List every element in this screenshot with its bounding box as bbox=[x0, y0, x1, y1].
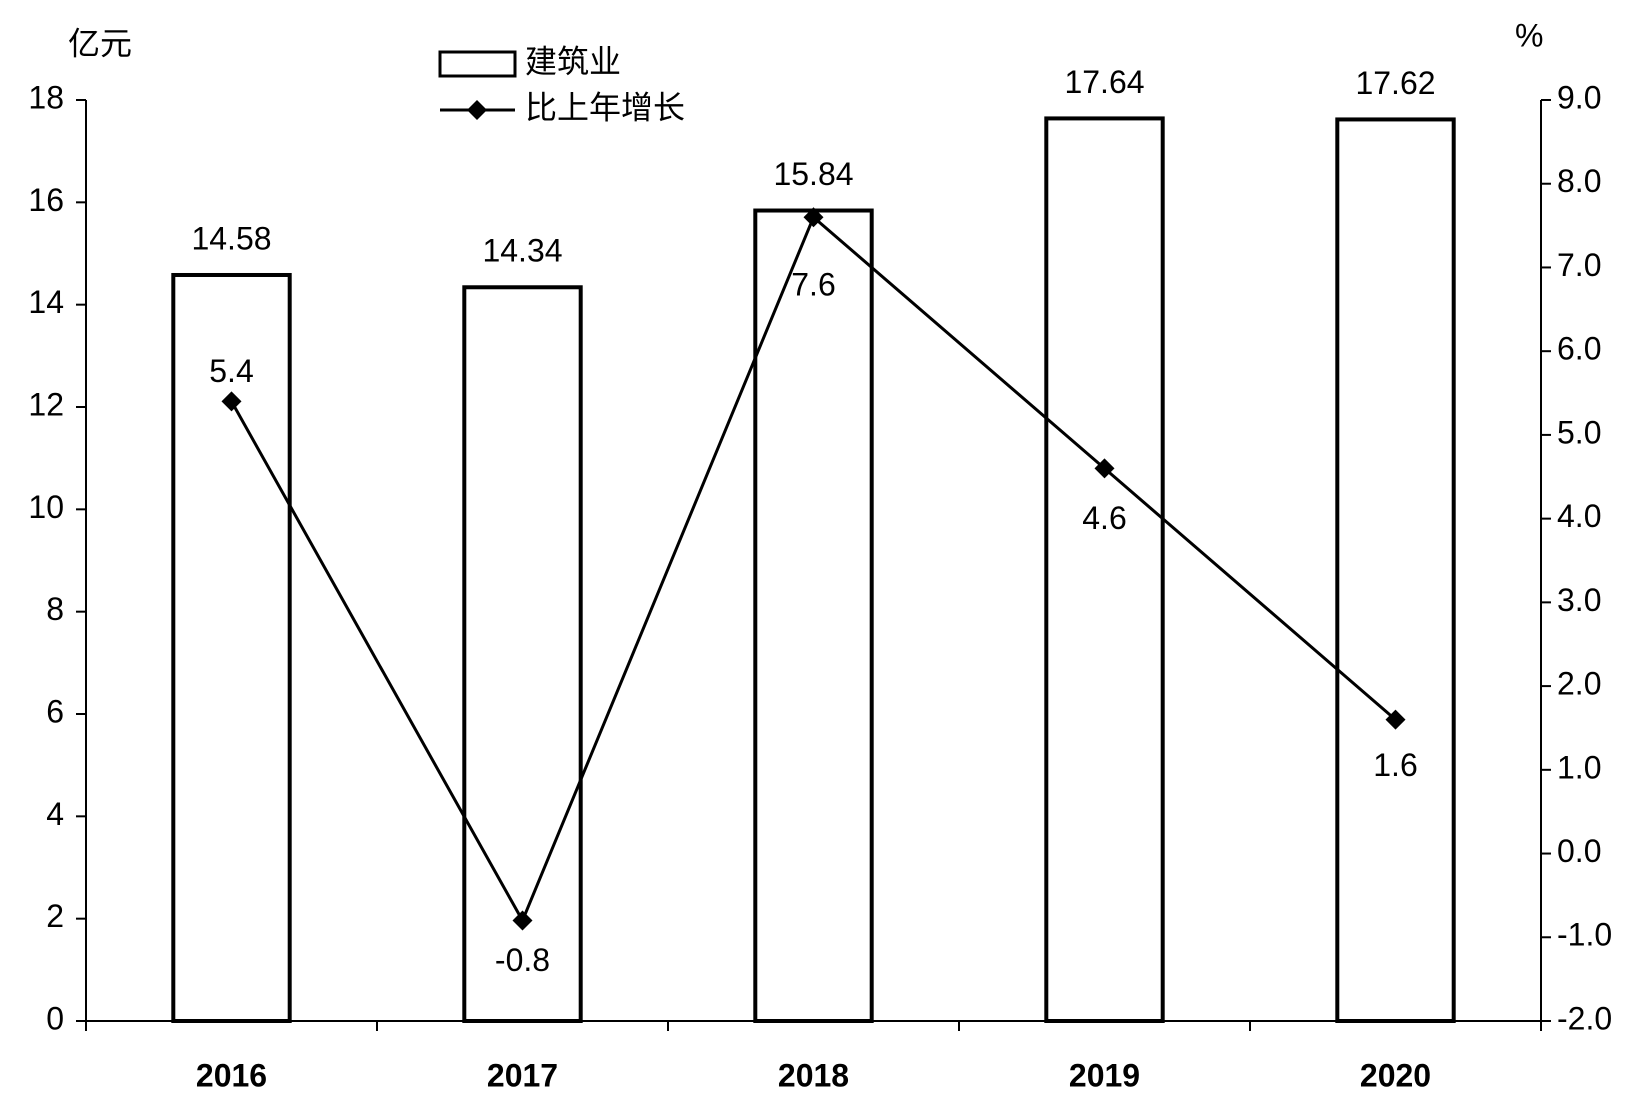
y-tick-label: 12 bbox=[28, 386, 64, 422]
y-tick-label: 0 bbox=[46, 1000, 64, 1036]
y-tick-label: 16 bbox=[28, 182, 64, 218]
y-tick-label: 10 bbox=[28, 489, 64, 525]
y2-tick-label: 8.0 bbox=[1557, 163, 1601, 199]
line-marker bbox=[803, 207, 824, 228]
y-tick-label: 8 bbox=[46, 591, 64, 627]
bar bbox=[1044, 116, 1165, 1024]
y2-tick-label: 3.0 bbox=[1557, 582, 1601, 618]
y2-axis-label: % bbox=[1515, 17, 1543, 53]
line-value-label: 4.6 bbox=[1082, 500, 1126, 536]
line-value-label: 5.4 bbox=[209, 353, 253, 389]
bar bbox=[462, 285, 583, 1023]
x-tick-label: 2016 bbox=[196, 1057, 267, 1093]
bar bbox=[753, 208, 874, 1023]
y2-tick-label: 9.0 bbox=[1557, 79, 1601, 115]
bar-value-label: 14.58 bbox=[191, 220, 271, 256]
bar-value-label: 17.64 bbox=[1064, 64, 1144, 100]
x-tick-label: 2018 bbox=[778, 1057, 849, 1093]
legend-label: 建筑业 bbox=[525, 43, 621, 79]
line-value-label: 1.6 bbox=[1373, 747, 1417, 783]
line-value-label: 7.6 bbox=[791, 267, 835, 303]
y2-tick-label: 4.0 bbox=[1557, 498, 1601, 534]
y-tick-label: 18 bbox=[28, 79, 64, 115]
y-tick-label: 14 bbox=[28, 284, 64, 320]
y2-tick-label: -2.0 bbox=[1557, 1000, 1612, 1036]
x-tick-label: 2020 bbox=[1360, 1057, 1431, 1093]
y2-tick-label: 7.0 bbox=[1557, 247, 1601, 283]
y2-tick-label: 5.0 bbox=[1557, 414, 1601, 450]
line-marker bbox=[1094, 458, 1115, 479]
bar-value-label: 17.62 bbox=[1355, 65, 1435, 101]
y2-tick-label: 1.0 bbox=[1557, 749, 1601, 785]
line-marker bbox=[221, 391, 242, 412]
bar-value-label: 15.84 bbox=[773, 156, 853, 192]
bar-value-label: 14.34 bbox=[482, 233, 562, 269]
y-tick-label: 6 bbox=[46, 693, 64, 729]
line-marker bbox=[512, 910, 533, 931]
y-tick-label: 4 bbox=[46, 796, 64, 832]
x-tick-label: 2019 bbox=[1069, 1057, 1140, 1093]
y2-tick-label: 0.0 bbox=[1557, 833, 1601, 869]
y-axis-label: 亿元 bbox=[68, 25, 132, 61]
y2-tick-label: 2.0 bbox=[1557, 666, 1601, 702]
legend-swatch bbox=[438, 50, 517, 78]
bar bbox=[1335, 117, 1456, 1023]
line-marker bbox=[1385, 709, 1406, 730]
y2-tick-label: 6.0 bbox=[1557, 331, 1601, 367]
x-tick-label: 2017 bbox=[487, 1057, 558, 1093]
line-value-label: -0.8 bbox=[495, 942, 550, 978]
y-tick-label: 2 bbox=[46, 898, 64, 934]
legend-marker bbox=[467, 100, 487, 120]
y2-tick-label: -1.0 bbox=[1557, 917, 1612, 953]
legend-label: 比上年增长 bbox=[525, 89, 685, 125]
